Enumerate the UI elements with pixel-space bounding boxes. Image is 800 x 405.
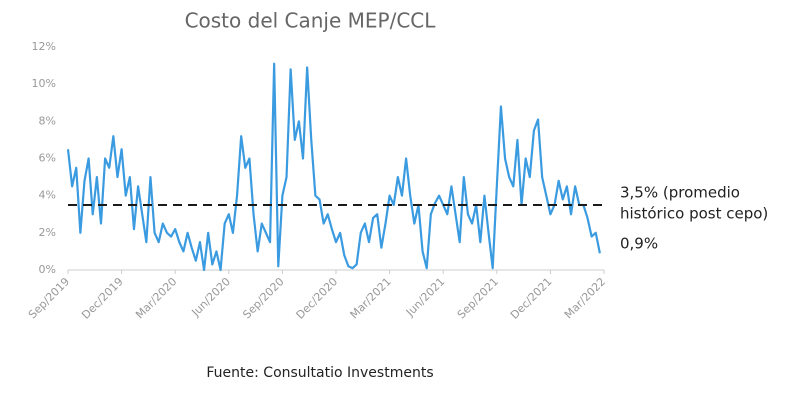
data-line — [66, 62, 601, 272]
y-tick-label: 6% — [39, 152, 56, 165]
y-tick-label: 12% — [32, 40, 56, 53]
y-tick-label: 4% — [39, 189, 56, 202]
x-tick-label: Jun/2020 — [189, 275, 233, 319]
reference-label: 3,5% (promedio — [620, 184, 740, 202]
x-tick-label: Mar/2022 — [562, 275, 608, 321]
y-tick-label: 10% — [32, 77, 56, 90]
y-tick-label: 2% — [39, 226, 56, 239]
end-label: 0,9% — [620, 235, 658, 253]
source: Fuente: Consultatio Investments — [206, 365, 433, 381]
x-tick-label: Mar/2020 — [133, 275, 179, 321]
reference-label: histórico post cepo) — [620, 205, 768, 223]
y-tick-label: 0% — [39, 263, 56, 276]
x-tick-label: Sep/2019 — [26, 275, 72, 321]
x-tick-label: Mar/2021 — [348, 275, 394, 321]
x-tick-label: Sep/2020 — [240, 275, 286, 321]
y-tick-label: 8% — [39, 114, 56, 127]
x-tick-label: Sep/2021 — [455, 275, 501, 321]
chart-title: Costo del Canje MEP/CCL — [185, 9, 437, 33]
x-tick-label: Jun/2021 — [403, 275, 447, 319]
x-tick-label: Dec/2020 — [294, 275, 341, 322]
x-tick-label: Dec/2021 — [508, 275, 555, 322]
x-tick-label: Dec/2019 — [79, 275, 126, 322]
